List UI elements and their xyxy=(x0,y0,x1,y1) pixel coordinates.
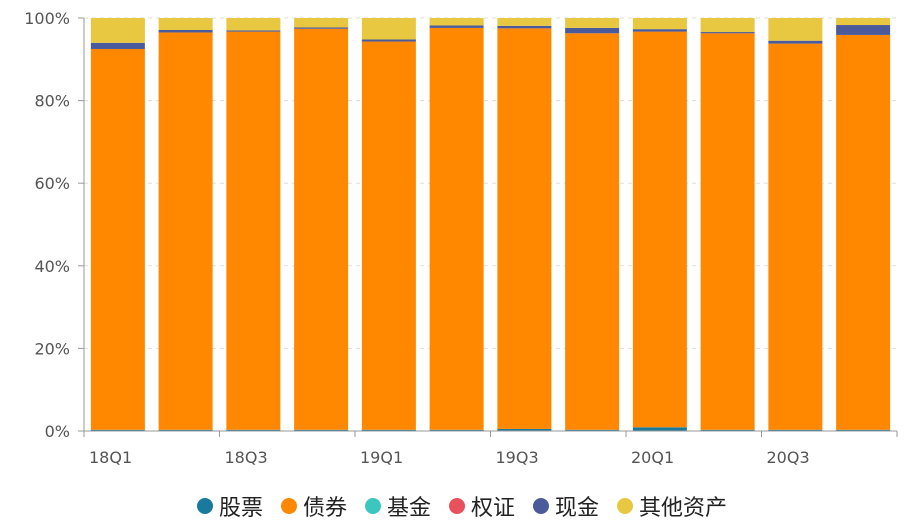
bar-segment-18Q2-现金[interactable] xyxy=(158,29,213,33)
bar-segment-20Q2-股票[interactable] xyxy=(700,429,755,431)
bar-segment-19Q2-其他资产[interactable] xyxy=(429,18,484,26)
legend-swatch xyxy=(280,498,297,514)
bar-segment-19Q3-现金[interactable] xyxy=(497,25,552,29)
bar-segment-18Q3-其他资产[interactable] xyxy=(226,18,281,31)
bar-segment-18Q3-债券[interactable] xyxy=(226,31,281,430)
bar-segment-18Q1-股票[interactable] xyxy=(90,429,145,431)
bar-segment-20Q1-其他资产[interactable] xyxy=(632,18,687,30)
bar-segment-20Q2-现金[interactable] xyxy=(700,32,755,34)
bar-segment-18Q3-现金[interactable] xyxy=(226,30,281,32)
bar-segment-18Q2-股票[interactable] xyxy=(158,429,213,431)
bar-segment-19Q1-现金[interactable] xyxy=(361,39,416,42)
x-tick-label: 19Q3 xyxy=(496,448,539,467)
y-tick-label: 40% xyxy=(34,257,70,276)
legend-item-权证[interactable]: 权证 xyxy=(449,490,515,522)
bar-segment-18Q4-现金[interactable] xyxy=(294,27,349,29)
legend-swatch xyxy=(449,498,465,514)
legend-label: 基金 xyxy=(386,496,431,521)
legend-swatch xyxy=(196,498,213,514)
legend-label: 其他资产 xyxy=(639,496,728,521)
bar-segment-19Q1-其他资产[interactable] xyxy=(361,18,416,40)
bar-segment-19Q4-股票[interactable] xyxy=(565,429,620,431)
bar-segment-18Q1-债券[interactable] xyxy=(90,48,145,430)
bar-segment-20Q3-其他资产[interactable] xyxy=(768,18,823,41)
bar-segment-19Q4-其他资产[interactable] xyxy=(565,18,620,28)
bar-segment-20Q4-债券[interactable] xyxy=(836,34,891,430)
bar-segment-18Q2-其他资产[interactable] xyxy=(158,18,213,30)
bar-segment-19Q3-股票[interactable] xyxy=(497,428,552,431)
legend-label: 债券 xyxy=(302,496,347,521)
legend-item-债券[interactable]: 债券 xyxy=(280,490,347,522)
bar-segment-18Q2-债券[interactable] xyxy=(158,32,213,430)
bar-segment-19Q2-股票[interactable] xyxy=(429,429,484,431)
legend-swatch xyxy=(533,498,550,514)
bar-segment-19Q1-债券[interactable] xyxy=(361,41,416,430)
bar-segment-18Q4-其他资产[interactable] xyxy=(294,18,349,28)
x-tick-label: 19Q1 xyxy=(360,448,403,467)
legend-item-基金[interactable]: 基金 xyxy=(364,490,431,522)
legend-item-现金[interactable]: 现金 xyxy=(533,490,599,522)
y-tick-label: 100% xyxy=(24,9,70,28)
legend-label: 权证 xyxy=(471,496,516,521)
x-tick-label: 20Q3 xyxy=(767,448,810,467)
legend-label: 现金 xyxy=(555,496,600,521)
bar-segment-20Q3-债券[interactable] xyxy=(768,43,823,430)
bar-segment-20Q1-股票[interactable] xyxy=(632,427,687,431)
bar-segment-19Q1-股票[interactable] xyxy=(361,429,416,431)
y-tick-label: 60% xyxy=(34,174,70,193)
bar-segment-19Q4-现金[interactable] xyxy=(565,27,620,34)
bars xyxy=(90,18,891,431)
bar-segment-20Q1-债券[interactable] xyxy=(632,31,687,428)
legend-swatch xyxy=(364,498,381,514)
bar-segment-19Q3-其他资产[interactable] xyxy=(497,18,552,26)
stacked-bar-chart: 0% 20% 40% 60% 80% 100% 18Q1 18Q3 19Q1 19Q3 20Q1 20… xyxy=(24,9,898,467)
bar-segment-18Q1-其他资产[interactable] xyxy=(90,18,145,43)
legend-item-股票[interactable]: 股票 xyxy=(196,490,263,522)
bar-segment-20Q4-现金[interactable] xyxy=(836,25,891,35)
legend-swatch xyxy=(617,498,634,514)
bar-segment-20Q1-现金[interactable] xyxy=(632,29,687,32)
bar-segment-18Q4-股票[interactable] xyxy=(294,429,349,431)
y-tick-label: 0% xyxy=(45,422,70,441)
bar-segment-20Q2-其他资产[interactable] xyxy=(700,18,755,33)
bar-segment-18Q3-股票[interactable] xyxy=(226,429,281,431)
legend-item-其他资产[interactable]: 其他资产 xyxy=(617,490,727,522)
legend-label: 股票 xyxy=(218,496,263,521)
bar-segment-20Q2-债券[interactable] xyxy=(700,33,755,430)
y-tick-label: 20% xyxy=(34,339,70,358)
x-tick-label: 18Q1 xyxy=(89,448,132,467)
bar-segment-19Q4-债券[interactable] xyxy=(565,33,620,430)
bar-segment-19Q2-债券[interactable] xyxy=(429,27,484,430)
bar-segment-20Q3-股票[interactable] xyxy=(768,429,823,431)
axes: 0% 20% 40% 60% 80% 100% 18Q1 18Q3 19Q1 19Q3 20Q1 20… xyxy=(24,9,898,467)
bar-segment-18Q1-现金[interactable] xyxy=(90,42,145,49)
bar-segment-20Q4-股票[interactable] xyxy=(836,429,891,431)
bar-segment-19Q3-债券[interactable] xyxy=(497,28,552,429)
x-tick-label: 20Q1 xyxy=(631,448,674,467)
bar-segment-20Q3-现金[interactable] xyxy=(768,40,823,44)
legend: 股票 债券 基金 权证 现金 其他资产 xyxy=(0,488,924,524)
x-tick-label: 18Q3 xyxy=(225,448,268,467)
bar-segment-18Q4-债券[interactable] xyxy=(294,28,349,430)
y-tick-label: 80% xyxy=(34,92,70,111)
bar-segment-20Q4-其他资产[interactable] xyxy=(836,18,891,26)
bar-segment-19Q2-现金[interactable] xyxy=(429,25,484,28)
